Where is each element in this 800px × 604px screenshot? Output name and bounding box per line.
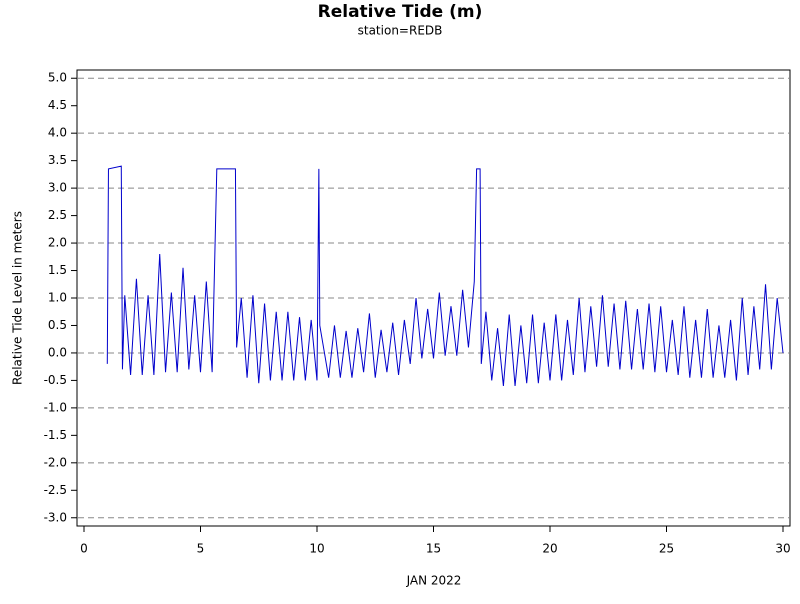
y-axis-label: Relative Tide Level in meters [11, 211, 25, 385]
x-tick-label: 15 [426, 542, 441, 556]
x-tick-label: 30 [775, 542, 790, 556]
x-tick-label: 0 [80, 542, 88, 556]
x-axis-label: JAN 2022 [406, 574, 462, 588]
y-tick-label: -1.0 [44, 400, 67, 414]
y-tick-label: 3.0 [48, 181, 67, 195]
y-tick-label: 1.0 [48, 291, 67, 305]
x-tick-label: 25 [659, 542, 674, 556]
chart-title: Relative Tide (m) [318, 2, 483, 22]
y-tick-label: 3.5 [48, 153, 67, 167]
y-tick-label: -2.0 [44, 455, 67, 469]
y-tick-label: 0.5 [48, 318, 67, 332]
y-tick-label: 4.5 [48, 98, 67, 112]
tide-line [106, 165, 784, 386]
y-tick-label: 2.5 [48, 208, 67, 222]
y-tick-label: 0.0 [48, 345, 67, 359]
y-tick-label: -3.0 [44, 510, 67, 524]
y-tick-label: 2.0 [48, 236, 67, 250]
y-tick-label: -0.5 [44, 373, 67, 387]
x-tick-label: 20 [542, 542, 557, 556]
chart-subtitle: station=REDB [358, 24, 443, 38]
y-tick-label: -2.5 [44, 483, 67, 497]
y-tick-label: -1.5 [44, 428, 67, 442]
y-tick-label: 4.0 [48, 126, 67, 140]
y-tick-label: 5.0 [48, 71, 67, 85]
x-tick-label: 10 [309, 542, 324, 556]
y-tick-label: 1.5 [48, 263, 67, 277]
x-tick-label: 5 [197, 542, 205, 556]
